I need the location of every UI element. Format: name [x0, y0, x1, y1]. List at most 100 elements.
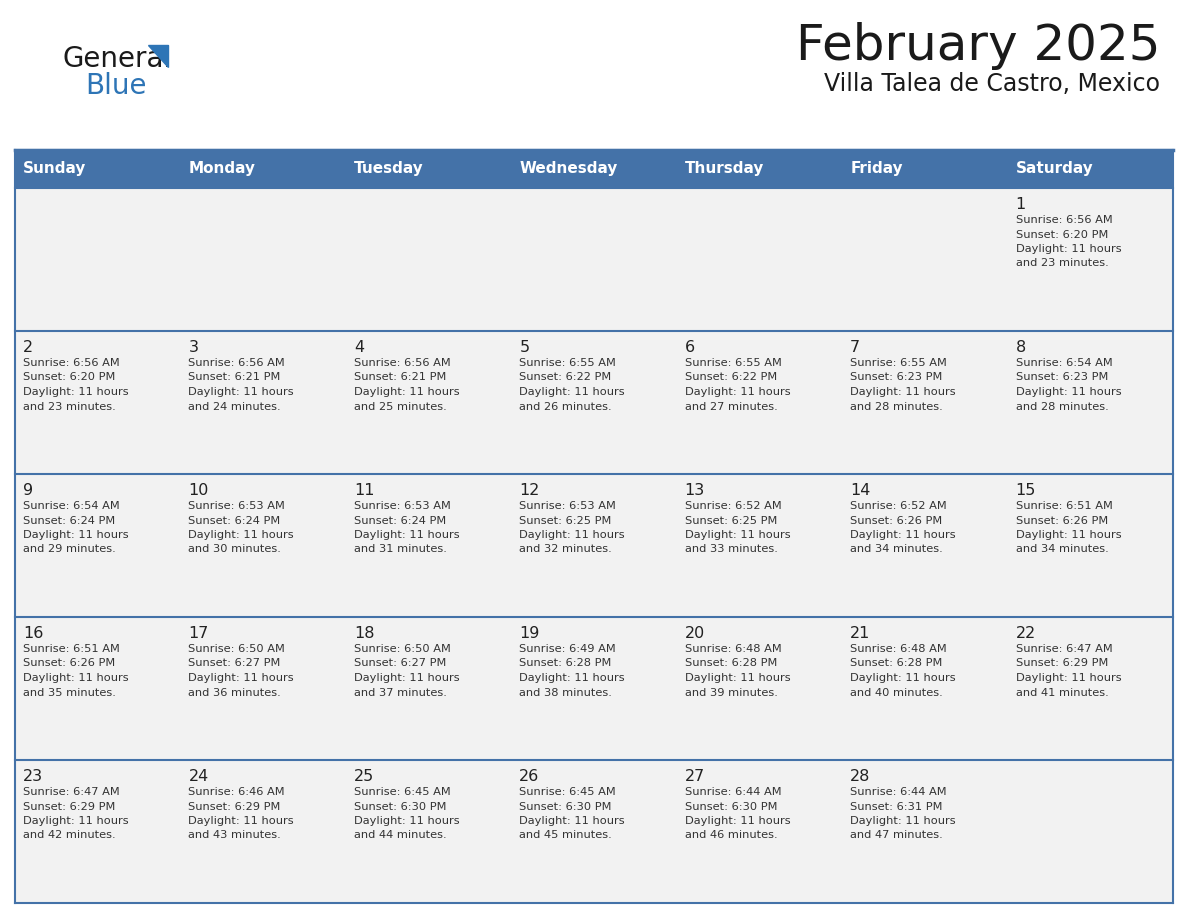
- Text: 26: 26: [519, 769, 539, 784]
- Text: 9: 9: [23, 483, 33, 498]
- Text: Daylight: 11 hours: Daylight: 11 hours: [354, 816, 460, 826]
- Text: 11: 11: [354, 483, 374, 498]
- Text: Sunset: 6:22 PM: Sunset: 6:22 PM: [519, 373, 612, 383]
- Text: Saturday: Saturday: [1016, 162, 1093, 176]
- Text: and 29 minutes.: and 29 minutes.: [23, 544, 115, 554]
- Text: and 28 minutes.: and 28 minutes.: [1016, 401, 1108, 411]
- Bar: [15, 150, 1173, 188]
- Text: Daylight: 11 hours: Daylight: 11 hours: [519, 530, 625, 540]
- Text: Sunrise: 6:53 AM: Sunrise: 6:53 AM: [354, 501, 450, 511]
- Text: February 2025: February 2025: [796, 22, 1159, 70]
- Text: Daylight: 11 hours: Daylight: 11 hours: [189, 387, 295, 397]
- Text: Sunset: 6:22 PM: Sunset: 6:22 PM: [684, 373, 777, 383]
- Text: Sunrise: 6:56 AM: Sunrise: 6:56 AM: [23, 358, 120, 368]
- Text: and 46 minutes.: and 46 minutes.: [684, 831, 777, 841]
- Text: Daylight: 11 hours: Daylight: 11 hours: [1016, 530, 1121, 540]
- Text: Sunset: 6:26 PM: Sunset: 6:26 PM: [23, 658, 115, 668]
- Text: Sunrise: 6:56 AM: Sunrise: 6:56 AM: [189, 358, 285, 368]
- Text: Sunset: 6:23 PM: Sunset: 6:23 PM: [851, 373, 942, 383]
- Text: Sunrise: 6:52 AM: Sunrise: 6:52 AM: [684, 501, 782, 511]
- Text: Sunset: 6:26 PM: Sunset: 6:26 PM: [1016, 516, 1108, 525]
- Text: 27: 27: [684, 769, 704, 784]
- Text: 28: 28: [851, 769, 871, 784]
- Bar: [15, 617, 1173, 760]
- Text: and 25 minutes.: and 25 minutes.: [354, 401, 447, 411]
- Text: Sunset: 6:28 PM: Sunset: 6:28 PM: [519, 658, 612, 668]
- Text: Daylight: 11 hours: Daylight: 11 hours: [23, 673, 128, 683]
- Text: Sunset: 6:29 PM: Sunset: 6:29 PM: [23, 801, 115, 812]
- Text: 16: 16: [23, 626, 44, 641]
- Text: 8: 8: [1016, 340, 1025, 355]
- Text: and 42 minutes.: and 42 minutes.: [23, 831, 115, 841]
- Text: 24: 24: [189, 769, 209, 784]
- Text: Daylight: 11 hours: Daylight: 11 hours: [189, 673, 295, 683]
- Text: Daylight: 11 hours: Daylight: 11 hours: [851, 816, 956, 826]
- Text: Sunset: 6:30 PM: Sunset: 6:30 PM: [519, 801, 612, 812]
- Text: Sunset: 6:30 PM: Sunset: 6:30 PM: [684, 801, 777, 812]
- Text: and 34 minutes.: and 34 minutes.: [851, 544, 943, 554]
- Text: and 30 minutes.: and 30 minutes.: [189, 544, 282, 554]
- Text: Sunset: 6:29 PM: Sunset: 6:29 PM: [189, 801, 280, 812]
- Text: 10: 10: [189, 483, 209, 498]
- Text: Sunrise: 6:55 AM: Sunrise: 6:55 AM: [851, 358, 947, 368]
- Text: Daylight: 11 hours: Daylight: 11 hours: [684, 530, 790, 540]
- Text: 6: 6: [684, 340, 695, 355]
- Text: Daylight: 11 hours: Daylight: 11 hours: [519, 387, 625, 397]
- Text: and 43 minutes.: and 43 minutes.: [189, 831, 282, 841]
- Text: Wednesday: Wednesday: [519, 162, 618, 176]
- Text: Sunrise: 6:47 AM: Sunrise: 6:47 AM: [23, 787, 120, 797]
- Text: Daylight: 11 hours: Daylight: 11 hours: [519, 673, 625, 683]
- Text: Sunrise: 6:45 AM: Sunrise: 6:45 AM: [354, 787, 450, 797]
- Text: Daylight: 11 hours: Daylight: 11 hours: [23, 816, 128, 826]
- Text: Sunrise: 6:55 AM: Sunrise: 6:55 AM: [684, 358, 782, 368]
- Text: Sunrise: 6:55 AM: Sunrise: 6:55 AM: [519, 358, 617, 368]
- Text: 18: 18: [354, 626, 374, 641]
- Text: Sunrise: 6:46 AM: Sunrise: 6:46 AM: [189, 787, 285, 797]
- Text: Daylight: 11 hours: Daylight: 11 hours: [1016, 673, 1121, 683]
- Text: Sunset: 6:21 PM: Sunset: 6:21 PM: [189, 373, 280, 383]
- Text: 13: 13: [684, 483, 704, 498]
- Text: Sunrise: 6:52 AM: Sunrise: 6:52 AM: [851, 501, 947, 511]
- Text: Sunrise: 6:51 AM: Sunrise: 6:51 AM: [1016, 501, 1112, 511]
- Text: Blue: Blue: [86, 72, 146, 100]
- Text: Daylight: 11 hours: Daylight: 11 hours: [519, 816, 625, 826]
- Text: and 36 minutes.: and 36 minutes.: [189, 688, 282, 698]
- Text: and 40 minutes.: and 40 minutes.: [851, 688, 943, 698]
- Polygon shape: [148, 45, 168, 67]
- Text: and 32 minutes.: and 32 minutes.: [519, 544, 612, 554]
- Text: Sunset: 6:29 PM: Sunset: 6:29 PM: [1016, 658, 1108, 668]
- Text: 23: 23: [23, 769, 43, 784]
- Text: 20: 20: [684, 626, 704, 641]
- Text: Sunrise: 6:45 AM: Sunrise: 6:45 AM: [519, 787, 617, 797]
- Text: Daylight: 11 hours: Daylight: 11 hours: [851, 530, 956, 540]
- Text: and 23 minutes.: and 23 minutes.: [23, 401, 115, 411]
- Text: 21: 21: [851, 626, 871, 641]
- Text: and 39 minutes.: and 39 minutes.: [684, 688, 778, 698]
- Text: Tuesday: Tuesday: [354, 162, 424, 176]
- Text: Sunset: 6:31 PM: Sunset: 6:31 PM: [851, 801, 942, 812]
- Bar: [15, 188, 1173, 331]
- Text: Daylight: 11 hours: Daylight: 11 hours: [354, 530, 460, 540]
- Text: Sunrise: 6:44 AM: Sunrise: 6:44 AM: [684, 787, 782, 797]
- Text: Sunset: 6:21 PM: Sunset: 6:21 PM: [354, 373, 447, 383]
- Text: and 31 minutes.: and 31 minutes.: [354, 544, 447, 554]
- Text: Sunset: 6:23 PM: Sunset: 6:23 PM: [1016, 373, 1108, 383]
- Text: Sunset: 6:25 PM: Sunset: 6:25 PM: [519, 516, 612, 525]
- Text: and 33 minutes.: and 33 minutes.: [684, 544, 778, 554]
- Text: Daylight: 11 hours: Daylight: 11 hours: [684, 673, 790, 683]
- Text: Daylight: 11 hours: Daylight: 11 hours: [851, 673, 956, 683]
- Text: 14: 14: [851, 483, 871, 498]
- Text: Thursday: Thursday: [684, 162, 764, 176]
- Text: 22: 22: [1016, 626, 1036, 641]
- Text: Daylight: 11 hours: Daylight: 11 hours: [189, 816, 295, 826]
- Text: Sunrise: 6:56 AM: Sunrise: 6:56 AM: [354, 358, 450, 368]
- Text: Friday: Friday: [851, 162, 903, 176]
- Text: 12: 12: [519, 483, 539, 498]
- Text: Sunrise: 6:47 AM: Sunrise: 6:47 AM: [1016, 644, 1112, 654]
- Text: Villa Talea de Castro, Mexico: Villa Talea de Castro, Mexico: [824, 72, 1159, 96]
- Text: and 28 minutes.: and 28 minutes.: [851, 401, 943, 411]
- Text: 7: 7: [851, 340, 860, 355]
- Text: Sunrise: 6:50 AM: Sunrise: 6:50 AM: [354, 644, 450, 654]
- Text: Daylight: 11 hours: Daylight: 11 hours: [684, 387, 790, 397]
- Text: Sunrise: 6:53 AM: Sunrise: 6:53 AM: [519, 501, 617, 511]
